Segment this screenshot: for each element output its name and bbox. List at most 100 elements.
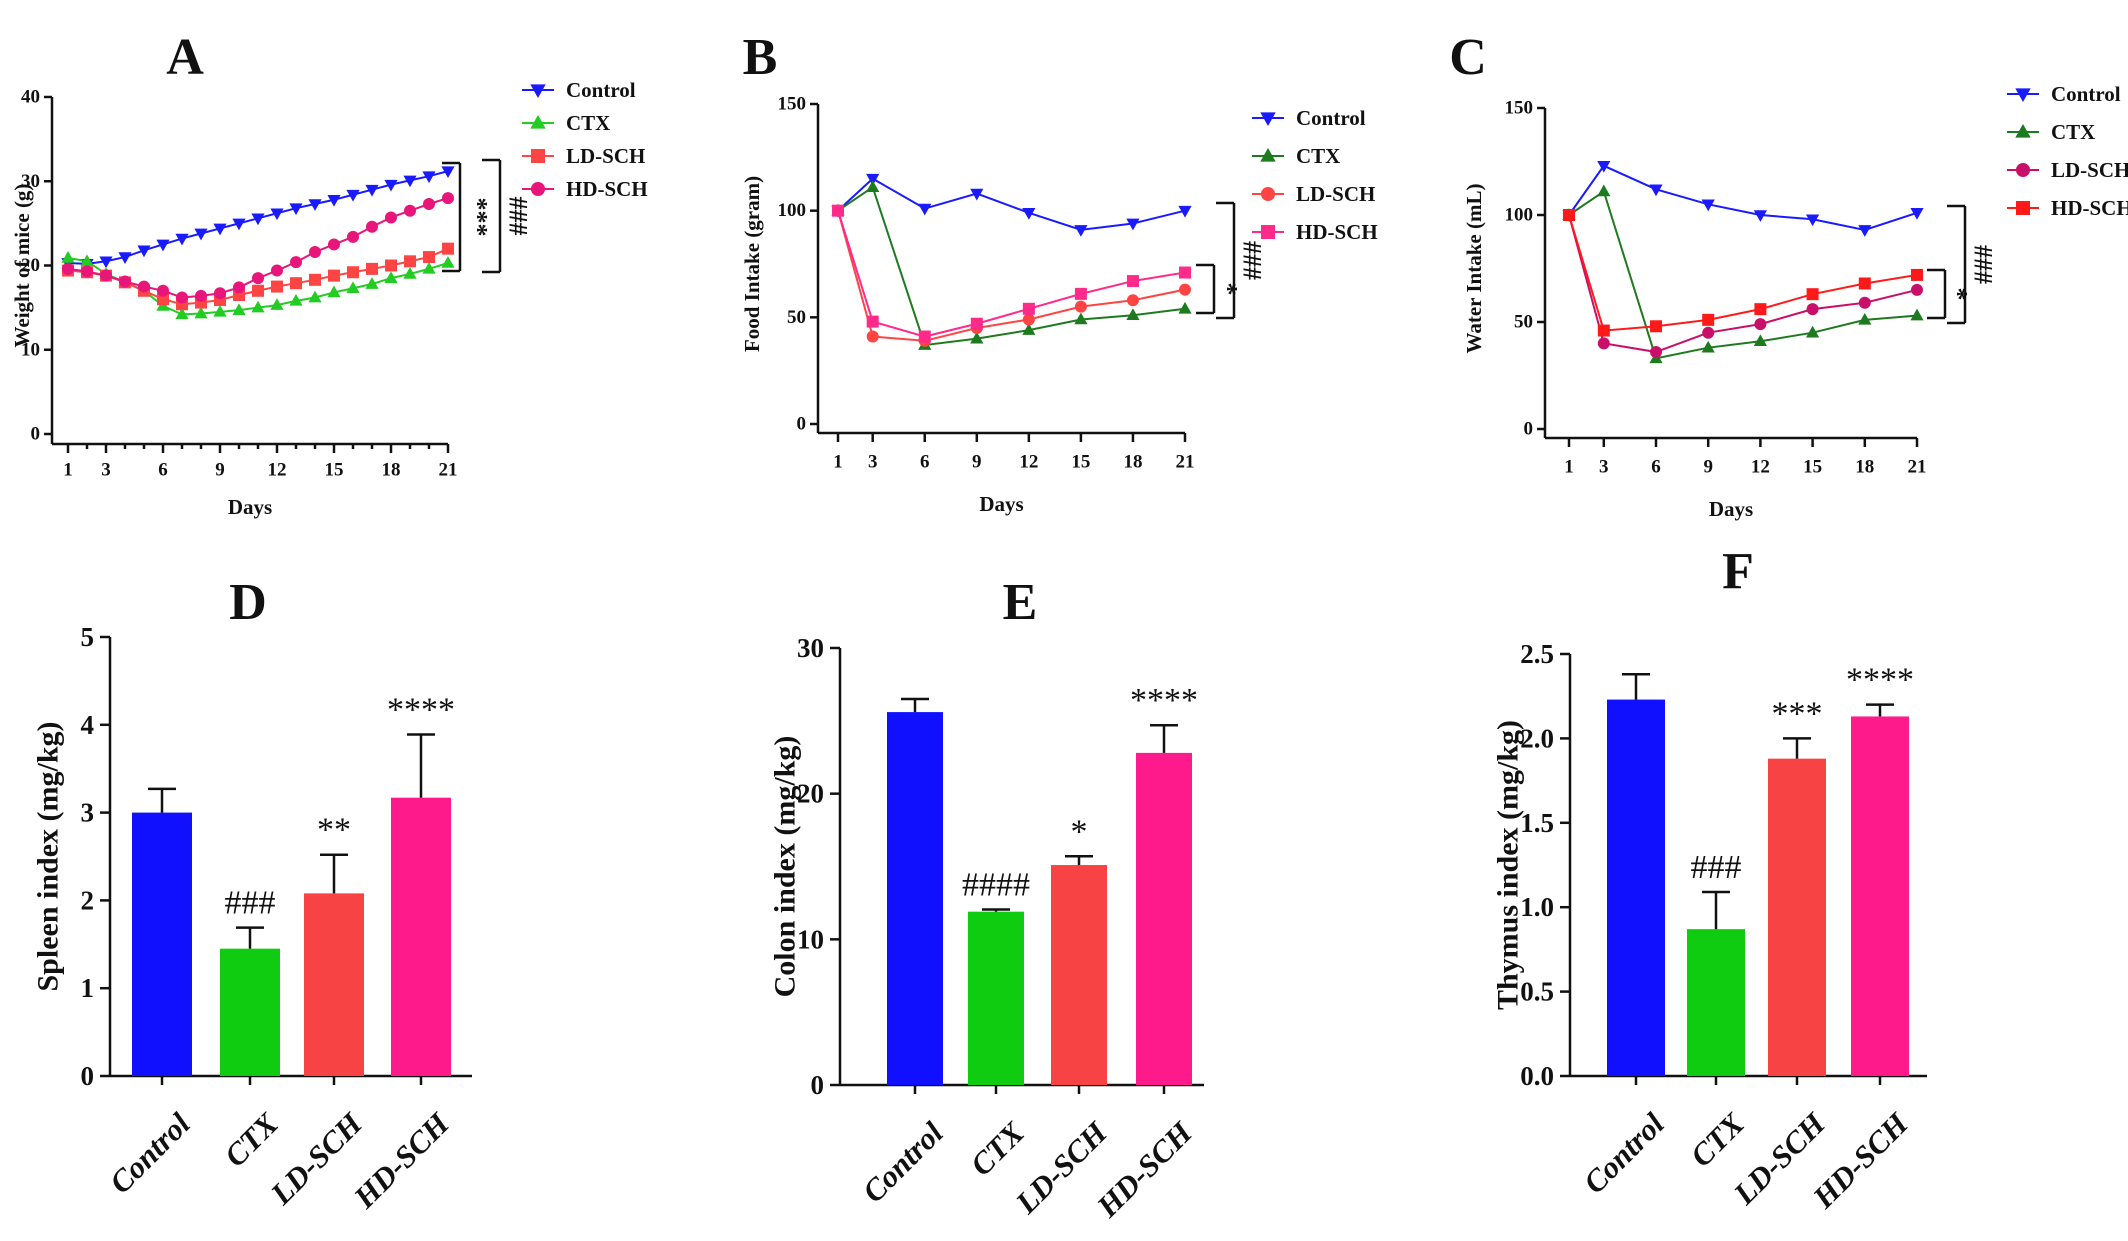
- y-tick-label: 30: [797, 633, 824, 663]
- x-tick-label: 6: [920, 452, 930, 473]
- series-hd-sch: [832, 204, 1191, 343]
- legend-item: LD-SCH: [2007, 158, 2128, 182]
- panel-letter: C: [1449, 29, 1487, 86]
- data-point: [175, 307, 189, 320]
- data-point: [423, 251, 435, 264]
- y-tick-label: 20: [21, 255, 40, 276]
- x-tick-label: 3: [101, 460, 111, 481]
- legend-label: CTX: [1296, 144, 1340, 168]
- data-point: [1858, 296, 1871, 309]
- data-point: [213, 304, 227, 317]
- x-tick-label: 9: [972, 452, 982, 473]
- legend-item: LD-SCH: [522, 144, 645, 168]
- bar: [887, 712, 943, 1085]
- data-point: [1701, 199, 1715, 212]
- data-point: [1650, 320, 1662, 333]
- bar-ctx: ### CTX: [1683, 849, 1751, 1173]
- panel-e: E 0 10 20 30 Colon index (mg/kg) Control #### CT…: [769, 574, 1204, 1225]
- y-axis-title: Spleen index (mg/kg): [32, 721, 65, 991]
- y-tick-label: 0: [797, 414, 807, 435]
- data-point: [1022, 313, 1035, 326]
- y-tick-label: 0: [81, 1061, 95, 1091]
- legend-item: HD-SCH: [522, 177, 648, 201]
- data-point: [442, 192, 454, 205]
- bar-hd-sch: **** HD-SCH: [346, 691, 456, 1215]
- data-point: [252, 284, 264, 297]
- data-point: [176, 291, 188, 304]
- data-point: [157, 293, 169, 306]
- bar: [1136, 752, 1192, 1085]
- bar: [1051, 865, 1107, 1085]
- data-point: [271, 264, 283, 277]
- x-tick-label: 15: [1803, 457, 1822, 478]
- data-point: [1597, 184, 1611, 197]
- x-tick-label: 12: [268, 460, 287, 481]
- category-label: CTX: [1683, 1105, 1751, 1173]
- legend-marker: [2016, 163, 2030, 177]
- panel-letter: E: [1003, 574, 1038, 631]
- data-point: [157, 284, 169, 297]
- x-tick-label: 12: [1019, 452, 1038, 473]
- legend-marker: [531, 149, 545, 163]
- significance-label: ###: [1691, 849, 1742, 886]
- data-point: [365, 277, 379, 289]
- category-label: Control: [103, 1106, 197, 1200]
- data-point: [175, 233, 189, 246]
- data-point: [1858, 277, 1871, 290]
- legend-label: Control: [1296, 106, 1366, 130]
- data-point: [99, 256, 113, 269]
- x-tick-label: 1: [833, 452, 843, 473]
- data-point: [80, 254, 94, 267]
- y-tick-label: 150: [1505, 98, 1534, 119]
- y-tick-label: 50: [1514, 312, 1533, 333]
- significance-bracket: ###: [1947, 204, 1998, 325]
- y-axis-title: Food Intake (gram): [740, 176, 764, 352]
- bar: [132, 812, 192, 1076]
- data-point: [385, 211, 397, 224]
- data-point: [384, 271, 398, 283]
- category-label: Control: [1577, 1106, 1671, 1200]
- data-point: [1858, 312, 1872, 325]
- data-point: [442, 242, 454, 255]
- legend-item: Control: [1252, 106, 1366, 130]
- y-tick-label: 30: [21, 171, 40, 192]
- data-point: [1074, 312, 1088, 325]
- bar: [391, 797, 451, 1076]
- category-label: CTX: [963, 1114, 1031, 1182]
- bar: [1687, 929, 1745, 1076]
- y-tick-label: 0.0: [1520, 1061, 1554, 1091]
- panel-letter: F: [1722, 543, 1754, 600]
- data-point: [1597, 160, 1611, 173]
- bar: [304, 893, 364, 1076]
- series-line: [837, 177, 1186, 231]
- data-point: [62, 262, 74, 275]
- bar-ctx: ### CTX: [217, 885, 285, 1174]
- data-point: [347, 266, 359, 279]
- x-tick-label: 9: [1703, 457, 1713, 478]
- legend-label: Control: [2051, 82, 2121, 106]
- category-label: Control: [856, 1115, 950, 1209]
- legend-marker: [2015, 88, 2031, 103]
- data-point: [309, 246, 321, 259]
- panel-f: F 0.0 0.5 1.0 1.5 2.0 2.5 Thymus index (mg/kg) C…: [1492, 543, 1927, 1216]
- data-point: [1702, 326, 1715, 339]
- bar-control: Control: [1577, 673, 1671, 1200]
- series-control: [1562, 160, 1924, 237]
- data-point: [423, 197, 435, 210]
- data-point: [866, 315, 879, 328]
- y-tick-label: 150: [778, 94, 807, 115]
- y-tick-label: 2: [81, 885, 95, 915]
- significance-label: ****: [1130, 682, 1198, 719]
- data-point: [251, 213, 265, 226]
- x-tick-label: 1: [1564, 457, 1574, 478]
- data-point: [366, 262, 378, 275]
- data-point: [866, 173, 880, 186]
- series-ld-sch: [1563, 209, 1923, 358]
- significance-label: *: [1214, 283, 1243, 296]
- data-point: [1074, 225, 1088, 237]
- y-axis-title: Colon index (mg/kg): [769, 736, 802, 998]
- x-tick-label: 15: [325, 460, 344, 481]
- series-line: [1568, 189, 1918, 360]
- significance-bracket: ***: [442, 161, 493, 273]
- data-point: [308, 199, 322, 211]
